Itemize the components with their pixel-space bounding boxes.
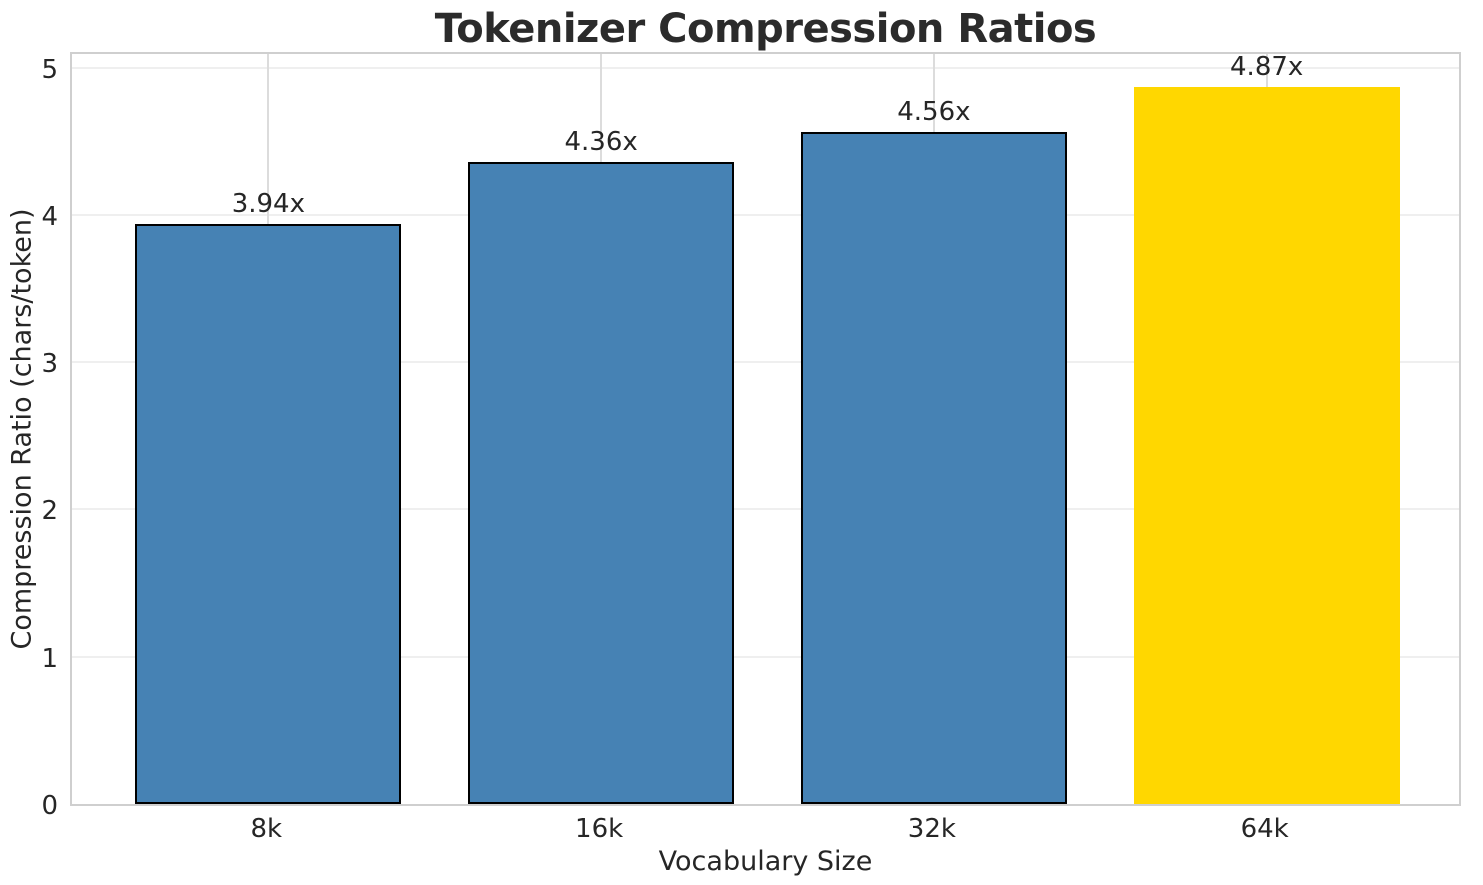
bar-value-label: 3.94x [231,188,305,219]
gridline-horizontal [72,66,1459,69]
bar [1133,86,1400,804]
x-axis-title: Vocabulary Size [658,846,873,877]
y-tick-label: 4 [41,201,58,232]
bar-value-label: 4.36x [564,126,638,157]
gridline-horizontal [72,361,1459,364]
gridline-horizontal [72,655,1459,658]
chart-title: Tokenizer Compression Ratios [434,6,1097,52]
bar-value-label: 4.87x [1230,51,1304,82]
y-axis-title: Compression Ratio (chars/token) [6,208,38,650]
x-tick-label: 64k [1240,814,1289,844]
x-tick-label: 32k [907,814,956,844]
bar-value-label: 4.56x [897,97,971,128]
gridline-horizontal [72,213,1459,216]
bar [800,132,1067,804]
y-tick-label: 1 [41,643,58,674]
plot-area: 3.94x 4.36x 4.56x 4.87x [70,52,1461,806]
gridline-horizontal [72,508,1459,511]
y-tick-label: 0 [41,791,58,821]
x-tick-label: 16k [575,814,624,844]
y-tick-label: 2 [41,496,58,527]
bar [135,223,402,804]
y-tick-label: 3 [41,349,58,380]
y-tick-label: 5 [41,54,58,85]
x-tick-label: 8k [250,814,283,844]
bar [468,161,735,804]
